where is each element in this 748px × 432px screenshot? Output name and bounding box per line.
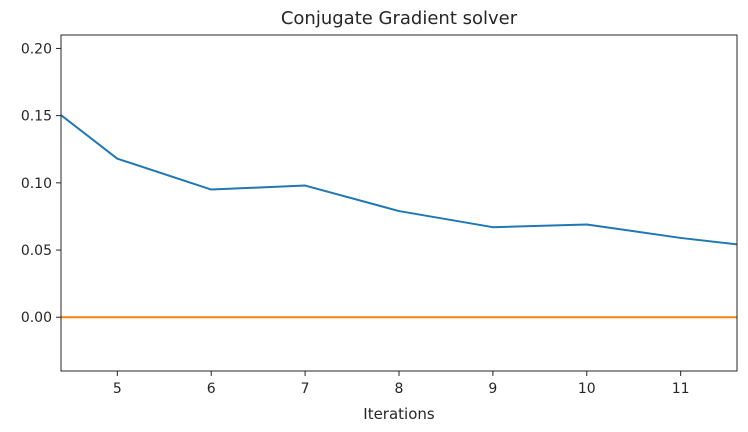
series-line-1	[61, 113, 737, 246]
y-tick-label: 0.20	[21, 41, 52, 57]
x-tick-label: 11	[672, 381, 690, 397]
y-tick-label: 0.15	[21, 109, 52, 125]
x-tick-label: 7	[301, 381, 310, 397]
y-axis: 0.00 0.05 0.10 0.15 0.20	[21, 41, 61, 326]
chart-title: Conjugate Gradient solver	[281, 8, 518, 29]
x-axis: 5 6 7 8 9 10 11	[113, 371, 690, 397]
series-layer	[61, 113, 737, 319]
x-tick-label: 9	[488, 381, 497, 397]
x-tick-label: 8	[395, 381, 404, 397]
x-tick-label: 5	[113, 381, 122, 397]
x-axis-label: Iterations	[363, 405, 435, 423]
x-tick-label: 10	[578, 381, 596, 397]
y-tick-label: 0.05	[21, 243, 52, 259]
y-tick-label: 0.00	[21, 310, 52, 326]
plot-frame	[60, 34, 738, 372]
x-tick-label: 6	[207, 381, 216, 397]
y-tick-label: 0.10	[21, 176, 52, 192]
